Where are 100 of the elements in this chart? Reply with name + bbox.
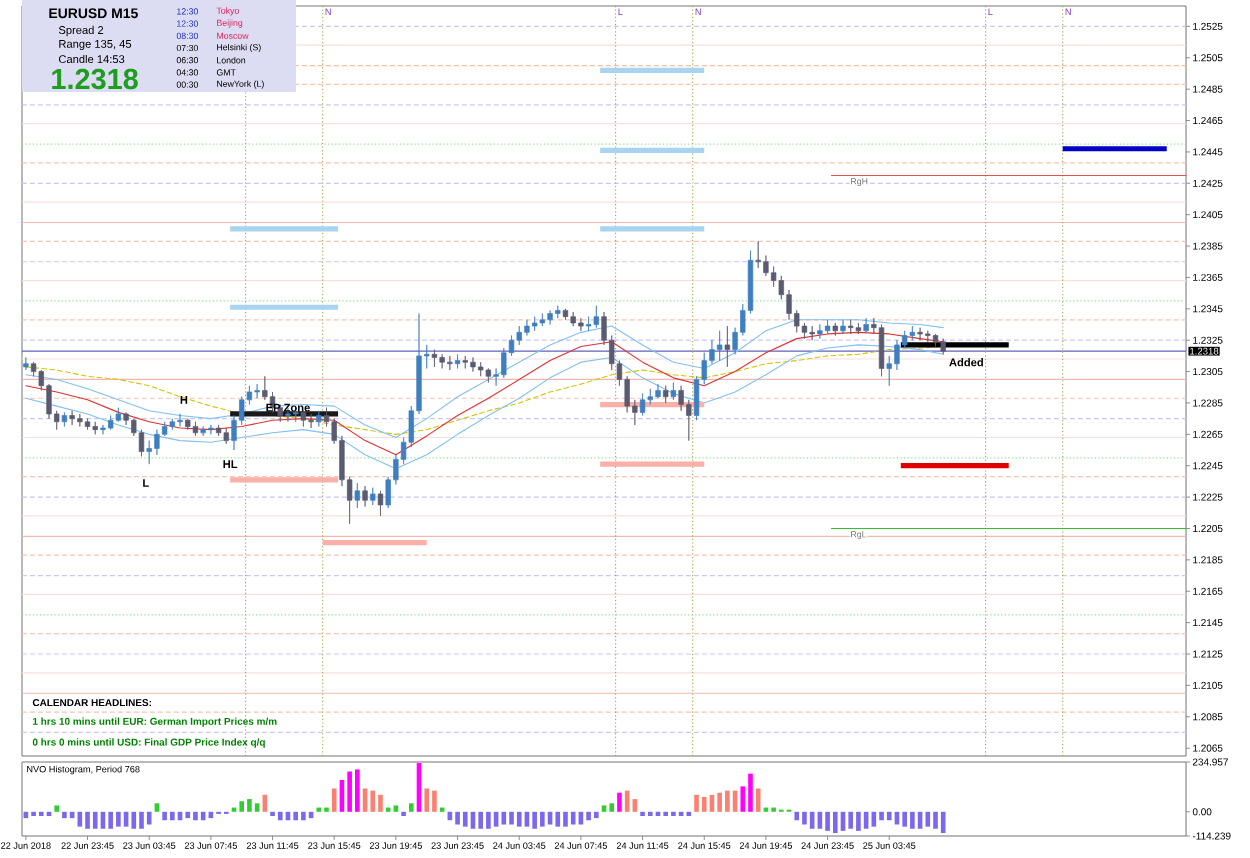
candlestick [300,410,307,427]
candlestick [185,418,191,430]
bar [486,811,491,829]
bar [601,805,607,812]
bar [355,769,360,812]
bar [139,811,144,829]
bar [170,811,175,821]
bar [802,811,807,825]
bar [62,811,67,819]
bar [910,811,915,829]
bar [154,803,160,812]
candlestick [832,322,838,336]
candlestick [539,313,546,327]
candlestick [940,338,946,355]
bar [193,811,198,821]
candlestick [254,383,260,399]
bar [925,811,931,827]
bar [277,811,283,821]
candlestick [447,355,453,371]
bar [748,773,753,812]
bar [617,792,622,812]
bar [671,811,676,817]
candlestick [932,333,939,347]
bar [293,811,298,821]
candlestick [354,482,360,509]
candlestick [878,324,885,377]
bar [609,803,615,812]
candlestick [863,317,869,333]
candlestick [439,353,445,369]
bar [540,811,545,827]
candlestick [208,424,214,435]
bar [640,811,645,817]
candlestick [848,319,854,335]
candlestick [462,355,468,369]
bar [378,794,383,812]
bar [509,811,514,825]
bar [347,771,352,812]
candlestick [909,325,916,341]
candlestick [531,316,538,332]
candlestick [108,415,114,430]
candlestick [840,319,846,335]
bar [185,811,191,819]
bar [131,811,137,829]
bar [755,788,761,812]
candlestick [824,319,831,335]
candlestick [570,311,576,327]
candlestick [431,349,438,368]
bar [563,811,568,827]
candlestick [154,429,160,456]
bar [701,796,707,812]
candlestick [639,393,646,416]
bar [331,788,337,812]
bar [270,811,275,817]
bar [694,794,699,812]
bar [532,811,537,829]
candlestick [308,413,314,429]
candlestick [485,368,492,383]
candlestick [670,382,677,401]
candlestick [478,361,484,377]
candlestick [578,317,584,332]
bar [586,811,591,821]
bar [38,811,44,817]
bar [92,811,98,829]
bar [555,811,561,827]
bar [393,805,399,812]
bar [424,788,430,812]
candlestick [716,330,723,361]
bar [848,811,854,829]
bar [239,801,245,812]
candlestick [277,404,283,423]
bar [401,811,406,817]
candlestick [547,310,553,325]
candlestick [61,412,68,427]
bar [146,811,152,825]
candlestick [377,490,384,517]
candlestick [470,357,476,372]
bar [31,811,36,817]
line-series [25,344,944,470]
bar [516,811,522,827]
candlestick [855,322,862,335]
candlestick [454,353,461,369]
candlestick [92,421,98,435]
bar [254,803,260,812]
bar [940,811,946,833]
candlestick [177,413,183,427]
candlestick [755,240,761,269]
candlestick [223,427,229,445]
bar [663,811,668,817]
bar [247,799,252,812]
candlestick [362,485,368,507]
candlestick [23,357,29,371]
bar [832,811,838,833]
candlestick [809,325,815,341]
bar [856,811,861,831]
bar [370,790,376,812]
bar [647,811,653,817]
candlestick [115,407,122,423]
candlestick [724,325,731,368]
bar [825,811,830,831]
bar [879,811,884,821]
